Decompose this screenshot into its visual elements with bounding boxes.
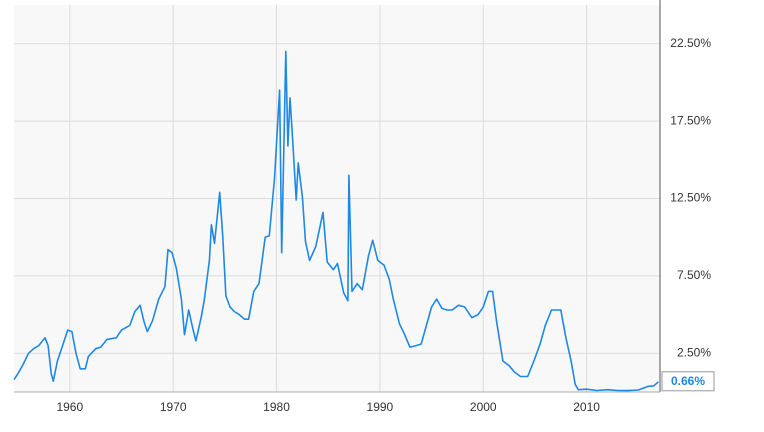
x-tick-label: 1970: [160, 400, 187, 414]
y-tick-label: 12.50%: [670, 191, 711, 205]
y-tick-label: 7.50%: [677, 268, 711, 282]
x-tick-label: 2010: [573, 400, 600, 414]
x-tick-label: 1980: [263, 400, 290, 414]
y-tick-label: 2.50%: [677, 345, 711, 359]
y-tick-label: 17.50%: [670, 113, 711, 127]
last-value-label: 0.66%: [671, 374, 705, 388]
x-tick-label: 1960: [56, 400, 83, 414]
line: [13, 50, 659, 392]
y-tick-label: 22.50%: [670, 36, 711, 50]
x-tick-label: 2000: [470, 400, 497, 414]
last-value-box: [661, 371, 715, 392]
x-tick-label: 1990: [367, 400, 394, 414]
